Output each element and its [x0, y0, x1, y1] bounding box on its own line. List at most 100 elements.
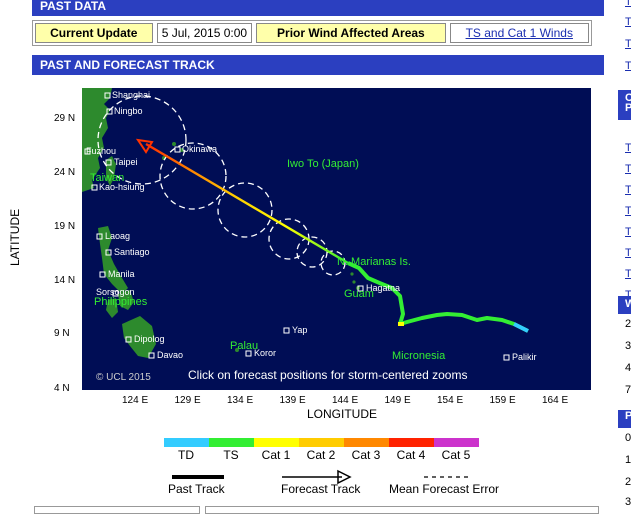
- x-tick-label: 154 E: [437, 395, 464, 406]
- legend-swatch: [209, 438, 254, 447]
- sidebar-link[interactable]: To: [625, 184, 631, 196]
- sidebar-text: 3: [625, 496, 631, 508]
- past-track-label: Past Track: [168, 482, 225, 496]
- sidebar-link[interactable]: To: [625, 268, 631, 280]
- region-label: N. Marianas Is.: [337, 256, 411, 268]
- place-label: Laoag: [105, 231, 131, 241]
- x-tick-label: 164 E: [542, 395, 569, 406]
- x-tick-label: 159 E: [489, 395, 516, 406]
- current-update-value: 5 Jul, 2015 0:00: [156, 23, 253, 43]
- track-map[interactable]: Shanghai Ningbo Fuzhou Taipei Kao-hsiung Okin…: [82, 88, 591, 390]
- wind-areas-link[interactable]: TS and Cat 1 Winds: [449, 23, 589, 43]
- forecast-track-label: Forecast Track: [281, 482, 361, 496]
- legend-label: TD: [178, 448, 194, 462]
- sidebar-section-bar: [618, 90, 631, 120]
- sidebar-text: P: [625, 410, 631, 422]
- place-label: Okinawa: [182, 144, 218, 154]
- sidebar-text: 2: [625, 476, 631, 488]
- sidebar-text: C: [625, 92, 631, 104]
- visayas-land-2: [106, 298, 118, 318]
- region-label: Guam: [344, 288, 374, 300]
- legend-label: Cat 2: [306, 448, 336, 462]
- place-label: Davao: [157, 350, 184, 360]
- prior-areas-label: Prior Wind Affected Areas: [256, 23, 446, 43]
- forecast-track-line: [145, 142, 349, 265]
- track-header: PAST AND FORECAST TRACK: [32, 55, 604, 75]
- map-instruction: Click on forecast positions for storm-ce…: [188, 368, 468, 382]
- sidebar-link[interactable]: To: [625, 142, 631, 154]
- sidebar-section-bar: [618, 296, 631, 314]
- sidebar-link[interactable]: To: [625, 247, 631, 259]
- y-tick-label: 29 N: [54, 113, 76, 124]
- legend-swatch: [389, 438, 434, 447]
- sidebar-link[interactable]: To: [625, 205, 631, 217]
- forecast-arrow-icon: [135, 138, 154, 154]
- sidebar-link[interactable]: To: [625, 16, 631, 28]
- place-label: Santiago: [114, 247, 150, 257]
- place-label: Yap: [292, 325, 308, 335]
- y-tick-label: 4 N: [54, 383, 70, 394]
- legend-swatch: [434, 438, 479, 447]
- y-axis-title: LATITUDE: [8, 208, 22, 266]
- sidebar-text: P: [625, 102, 631, 114]
- sidebar-text: 4: [625, 362, 631, 374]
- sidebar-text: W: [625, 298, 631, 310]
- map-canvas: [82, 88, 529, 361]
- bottom-table-right: [205, 506, 599, 514]
- copyright-text: © UCL 2015: [96, 372, 151, 383]
- place-label: Ningbo: [114, 106, 143, 116]
- place-label: Taipei: [114, 157, 138, 167]
- sidebar-link[interactable]: To: [625, 0, 631, 8]
- y-tick-label: 9 N: [54, 328, 70, 339]
- place-label: Sorsogon: [96, 287, 135, 297]
- bottom-table-left: [34, 506, 200, 514]
- legend-label: Cat 4: [396, 448, 426, 462]
- y-tick-label: 19 N: [54, 221, 76, 232]
- sidebar-link[interactable]: To: [625, 226, 631, 238]
- place-label: Manila: [108, 269, 135, 279]
- region-label: Palau: [230, 340, 259, 352]
- track-key-graphics: [172, 469, 472, 484]
- place-label: Shanghai: [112, 90, 151, 100]
- region-label: Taiwan: [90, 172, 125, 184]
- sidebar-link[interactable]: To: [625, 289, 631, 301]
- place-label: Palikir: [512, 352, 537, 362]
- place-label: Fuzhou: [86, 146, 117, 156]
- x-tick-label: 129 E: [174, 395, 201, 406]
- legend-label: TS: [223, 448, 239, 462]
- y-tick-label: 24 N: [54, 167, 76, 178]
- x-tick-label: 124 E: [122, 395, 149, 406]
- sidebar-section-bar: [618, 410, 631, 428]
- legend-label: Cat 3: [351, 448, 381, 462]
- current-update-label: Current Update: [35, 23, 153, 43]
- place-label: Dipolog: [134, 334, 165, 344]
- region-label: Iwo To (Japan): [287, 158, 359, 170]
- x-tick-label: 149 E: [384, 395, 411, 406]
- legend-swatch: [299, 438, 344, 447]
- mean-error-label: Mean Forecast Error: [389, 482, 500, 496]
- past-track-td-segment: [513, 322, 529, 333]
- forecast-arrow-sample-icon: [337, 469, 352, 484]
- sidebar-text: 7: [625, 384, 631, 396]
- past-data-header: PAST DATA: [32, 0, 604, 16]
- past-track-line: [347, 261, 529, 333]
- sidebar-link[interactable]: To: [625, 163, 631, 175]
- sidebar-link[interactable]: To: [625, 60, 631, 72]
- legend-swatch: [254, 438, 299, 447]
- legend-label: Cat 1: [261, 448, 291, 462]
- region-label: Philippines: [94, 296, 148, 308]
- place-label: Hagatna: [366, 283, 401, 293]
- sidebar-text: 0: [625, 432, 631, 444]
- legend-swatch: [344, 438, 389, 447]
- place-markers: [84, 92, 510, 361]
- visayas-land: [118, 290, 134, 310]
- x-axis-title: LONGITUDE: [307, 407, 378, 421]
- place-label: Kao-hsiung: [99, 182, 145, 192]
- sidebar-text: 1: [625, 454, 631, 466]
- sidebar-text: 2: [625, 318, 631, 330]
- legend-swatch: [164, 438, 209, 447]
- sidebar-link[interactable]: To: [625, 38, 631, 50]
- y-tick-label: 14 N: [54, 275, 76, 286]
- sidebar-text: 3: [625, 340, 631, 352]
- info-row: Current Update 5 Jul, 2015 0:00 Prior Wi…: [32, 20, 592, 46]
